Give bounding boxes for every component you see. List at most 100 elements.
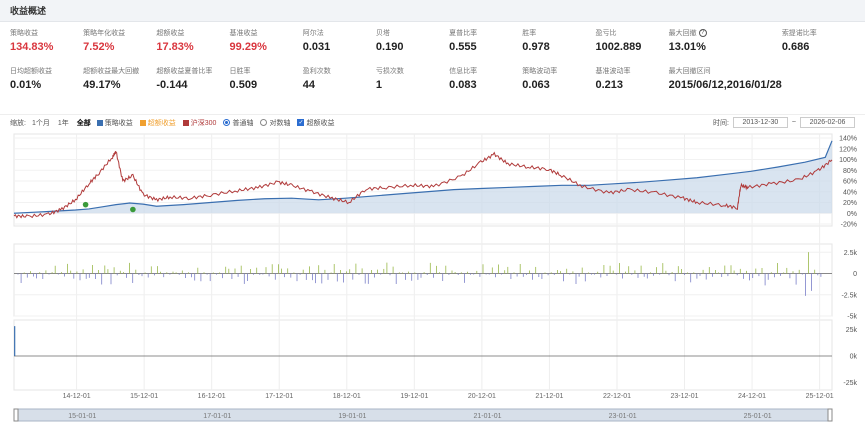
metric-label-text: 策略收益 [10, 30, 38, 37]
position-panel-frame [13, 319, 833, 391]
x-tick-label: 21-12-01 [535, 393, 563, 400]
excess-checkbox[interactable]: ✓ 超额收益 [297, 118, 334, 128]
x-tick-label: 19-12-01 [400, 393, 428, 400]
metric-label: 基准收益 [230, 28, 303, 38]
y-tick-label: 20% [843, 200, 857, 207]
axis-normal-radio[interactable]: 普通轴 [223, 118, 253, 128]
metric-label-text: 日均超额收益 [10, 68, 52, 75]
metric-value: 17.83% [156, 41, 194, 53]
x-tick-label: 22-12-01 [603, 393, 631, 400]
x-tick-label: 15-12-01 [130, 393, 158, 400]
radio-label: 普通轴 [232, 119, 254, 127]
metric-item: 索提诺比率 0.686 [782, 28, 855, 62]
metric-item: 最大回撤区间 2015/06/12,2016/01/28 [669, 66, 782, 100]
metric-label: 日均超额收益 [10, 66, 83, 76]
metric-label: 策略收益 [10, 28, 83, 38]
metric-value: 0.031 [302, 41, 331, 53]
metric-label-text: 基准收益 [229, 30, 258, 37]
metric-label: 信息比率 [449, 66, 522, 76]
excess-y-tick-label: -2.5k [841, 292, 857, 299]
date-from-input[interactable]: 2013-12-30 [732, 117, 788, 128]
legend-benchmark[interactable]: 沪深300 [182, 118, 216, 128]
x-tick-label: 17-12-01 [265, 393, 293, 400]
position-y-tick-label: 0k [850, 354, 858, 361]
metric-label-text: 基准波动率 [595, 68, 631, 75]
metric-label: 胜率 [522, 28, 595, 38]
navigator-tick-label: 15-01-01 [68, 413, 96, 420]
metric-label-text: 最大回撤 [668, 30, 697, 37]
y-tick-label: 0% [847, 211, 857, 218]
metric-item: 超额收益夏普比率 -0.144 [156, 66, 229, 100]
metric-label: 最大回撤区间 [669, 66, 782, 76]
x-tick-label: 24-12-01 [738, 393, 766, 400]
metric-label: 日胜率 [230, 66, 303, 76]
zoom-1year-button[interactable]: 1年 [57, 119, 69, 127]
metrics-grid: 策略收益 134.83% 策略年化收益 7.52% 超额收益 17.83% 基准收益 99.2… [0, 22, 865, 100]
y-tick-label: -20% [841, 222, 857, 229]
metric-value: 44 [302, 79, 315, 91]
metric-label: 超额收益夏普比率 [156, 66, 229, 76]
metric-label: 夏普比率 [449, 28, 522, 38]
benchmark-line [13, 150, 833, 219]
drawdown-marker [82, 201, 89, 208]
metric-label-text: 最大回撤区间 [668, 68, 711, 75]
y-tick-label: 60% [843, 179, 857, 186]
position-y-tick-label: 25k [846, 327, 858, 334]
metric-label-text: 日胜率 [229, 68, 251, 75]
x-tick-label: 18-12-01 [333, 393, 361, 400]
navigator-handle-left[interactable] [13, 408, 19, 422]
navigator-handle-right[interactable] [827, 408, 833, 422]
metric-value: 0.686 [781, 41, 810, 53]
metric-label-text: 超额收益 [156, 30, 185, 37]
metric-item: 盈利次数 44 [303, 66, 376, 100]
navigator-tick-label: 25-01-01 [744, 413, 772, 420]
metric-label: 盈亏比 [595, 28, 668, 38]
legend-excess[interactable]: 超额收益 [139, 118, 176, 128]
metric-label-text: 盈利次数 [302, 68, 331, 75]
metric-label: 阿尔法 [303, 28, 376, 38]
metric-label: 超额收益 [156, 28, 229, 38]
help-icon[interactable]: ? [698, 29, 707, 37]
metric-label-text: 策略波动率 [522, 68, 558, 75]
metric-item: 胜率 0.978 [522, 28, 595, 62]
y-tick-label: 100% [839, 157, 857, 164]
metric-label: 亏损次数 [376, 66, 449, 76]
metric-label: 盈利次数 [303, 66, 376, 76]
chart-controls: 缩放: 1个月 1年 全部 策略收益 超额收益 沪深300 普通轴 对数轴 ✓ … [0, 114, 865, 130]
metric-value: 13.01% [668, 41, 706, 53]
legend-swatch [182, 119, 189, 126]
y-tick-label: 40% [843, 189, 857, 196]
zoom-1month-button[interactable]: 1个月 [31, 119, 50, 127]
axis-log-radio[interactable]: 对数轴 [260, 118, 290, 128]
navigator-tick-label: 21-01-01 [473, 413, 501, 420]
metric-item: 超额收益 17.83% [156, 28, 229, 62]
y-tick-label: 80% [843, 168, 857, 175]
radio-label: 对数轴 [269, 119, 291, 127]
section-header: 收益概述 [0, 0, 865, 22]
legend-label: 超额收益 [147, 119, 176, 127]
strategy-line [13, 140, 833, 214]
metric-label: 最大回撤? [669, 28, 782, 38]
backtest-chart[interactable]: 14-12-01 15-12-01 16-12-01 17-12-01 18-12-01… [0, 132, 865, 426]
metric-value: 134.83% [10, 41, 54, 53]
legend-swatch [96, 119, 103, 126]
metric-value: 0.01% [10, 79, 42, 91]
metric-label: 贝塔 [376, 28, 449, 38]
navigator-tick-label: 23-01-01 [609, 413, 637, 420]
metric-item: 策略收益 134.83% [10, 28, 83, 62]
metric-label-text: 索提诺比率 [781, 30, 817, 37]
x-tick-label: 23-12-01 [671, 393, 699, 400]
metric-label: 策略年化收益 [83, 28, 156, 38]
date-separator: ~ [791, 119, 796, 126]
radio-off-icon [260, 119, 268, 126]
metric-value: 1002.889 [595, 41, 642, 53]
metric-value: -0.144 [156, 79, 188, 91]
drawdown-marker [130, 206, 136, 213]
metric-label: 策略波动率 [522, 66, 595, 76]
legend-strategy[interactable]: 策略收益 [96, 118, 133, 128]
y-tick-label: 140% [839, 136, 857, 143]
metric-label-text: 亏损次数 [375, 68, 404, 75]
zoom-all-button[interactable]: 全部 [76, 119, 91, 127]
metric-label-text: 信息比率 [449, 68, 478, 75]
date-to-input[interactable]: 2026-02-06 [800, 117, 855, 128]
